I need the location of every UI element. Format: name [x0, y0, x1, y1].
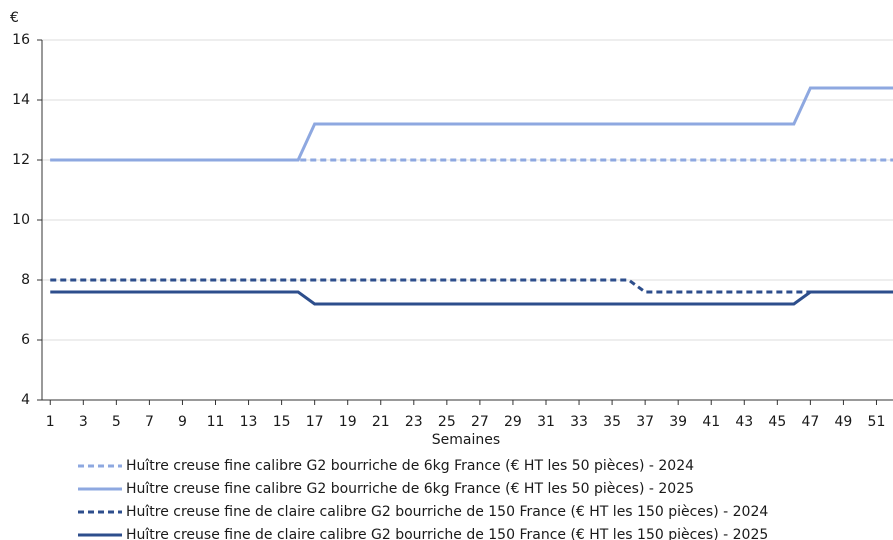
x-tick-label: 43	[735, 414, 753, 430]
x-tick-label: 15	[273, 414, 291, 430]
legend-label: Huître creuse fine de claire calibre G2 …	[126, 504, 768, 520]
y-tick-label: 14	[12, 92, 30, 108]
x-tick-label: 41	[702, 414, 720, 430]
y-unit: €	[10, 10, 19, 26]
legend-label: Huître creuse fine calibre G2 bourriche …	[126, 458, 694, 474]
x-tick-label: 7	[145, 414, 154, 430]
x-tick-label: 29	[504, 414, 522, 430]
y-tick-label: 4	[21, 392, 30, 408]
x-tick-label: 39	[669, 414, 687, 430]
x-tick-label: 25	[438, 414, 456, 430]
legend-label: Huître creuse fine calibre G2 bourriche …	[126, 481, 694, 497]
x-tick-label: 47	[801, 414, 819, 430]
x-axis-title: Semaines	[432, 432, 500, 448]
y-tick-label: 10	[12, 212, 30, 228]
x-tick-label: 3	[79, 414, 88, 430]
x-tick-label: 13	[240, 414, 258, 430]
x-tick-label: 23	[405, 414, 423, 430]
x-tick-label: 51	[868, 414, 886, 430]
data-line	[50, 290, 893, 306]
x-tick-label: 9	[178, 414, 187, 430]
legend-label: Huître creuse fine de claire calibre G2 …	[126, 527, 768, 540]
y-tick-label: 8	[21, 272, 30, 288]
y-tick-label: 16	[12, 32, 30, 48]
x-tick-label: 27	[471, 414, 489, 430]
x-tick-label: 17	[306, 414, 324, 430]
data-line	[50, 86, 893, 162]
x-tick-label: 31	[537, 414, 555, 430]
x-tick-label: 45	[768, 414, 786, 430]
x-tick-label: 49	[835, 414, 853, 430]
data-line	[50, 278, 893, 294]
x-tick-label: 19	[339, 414, 357, 430]
x-tick-label: 5	[112, 414, 121, 430]
y-tick-label: 12	[12, 152, 30, 168]
x-tick-label: 1	[46, 414, 55, 430]
x-tick-label: 11	[207, 414, 225, 430]
x-tick-label: 37	[636, 414, 654, 430]
x-tick-label: 35	[603, 414, 621, 430]
x-tick-label: 21	[372, 414, 390, 430]
x-tick-label: 33	[570, 414, 588, 430]
y-tick-label: 6	[21, 332, 30, 348]
